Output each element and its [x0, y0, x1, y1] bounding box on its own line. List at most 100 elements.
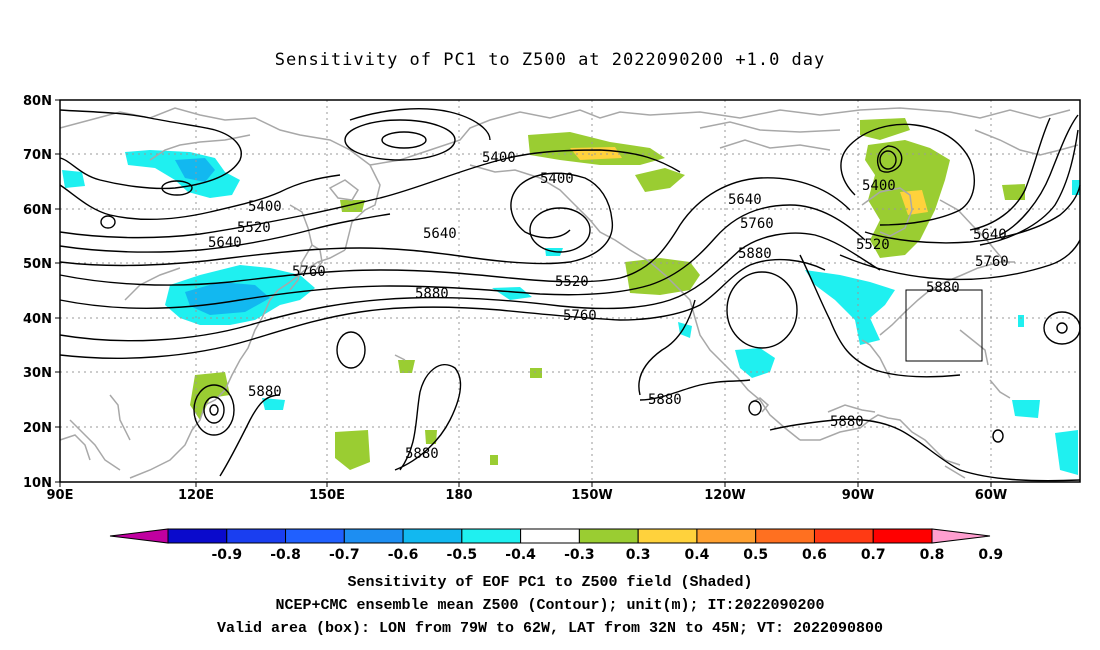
shade-green-philippines	[190, 372, 230, 420]
colorbar-tick-label: -0.5	[447, 547, 478, 563]
lon-label: 120W	[704, 488, 745, 503]
legend-caption-contour: NCEP+CMC ensemble mean Z500 (Contour); u…	[275, 597, 825, 614]
contour-label: 5520	[555, 274, 589, 290]
colorbar-box	[226, 528, 287, 544]
shade-cyan-small2	[262, 398, 285, 410]
colorbar-box	[461, 528, 522, 544]
contour-label: 5640	[973, 227, 1007, 243]
shade-cyan-westcoast	[678, 322, 692, 338]
colorbar-box	[872, 528, 933, 544]
colorbar-box	[813, 528, 874, 544]
contour-label: 5640	[423, 226, 457, 242]
shade-cyan-atlantic2	[1055, 430, 1078, 475]
colorbar-box	[343, 528, 404, 544]
shade-green-pacific4	[530, 368, 542, 378]
colorbar-low-arrow	[109, 528, 169, 544]
shade-cyan-pacific	[492, 287, 532, 300]
map-frame	[59, 99, 1081, 483]
contour-label: 5400	[540, 171, 574, 187]
colorbar-tick-label: -0.8	[270, 547, 301, 563]
shade-cyan-usa	[805, 270, 895, 345]
shade-cyan-asia-north	[125, 150, 240, 198]
z500-contours	[59, 108, 1081, 482]
legend-caption-valid-area: Valid area (box): LON from 79W to 62W, L…	[216, 620, 884, 637]
contour-label: 5880	[738, 246, 772, 262]
contour-label: 5760	[740, 216, 774, 232]
lat-label: 60N	[23, 203, 52, 218]
coastlines	[59, 107, 1079, 479]
colorbar-box	[520, 528, 580, 544]
colorbar-tick-label: -0.7	[329, 547, 360, 563]
colorbar-box	[285, 528, 345, 544]
colorbar-tick-label: 0.5	[743, 547, 768, 563]
lon-label: 150E	[309, 488, 345, 503]
lat-label: 20N	[23, 421, 52, 436]
map-grid	[60, 100, 1080, 482]
shade-cyan-atlantic1	[1012, 400, 1040, 418]
colorbar-box	[578, 528, 639, 544]
valid-area-box	[905, 289, 983, 362]
shade-green-pacific3	[425, 430, 437, 444]
lon-label: 90E	[47, 488, 74, 503]
colorbar-high-arrow	[931, 528, 991, 544]
contour-label: 5880	[405, 446, 439, 462]
colorbar-tick-label: -0.6	[388, 547, 419, 563]
contour-labels: 5400 5400 5400 5400 5520 5520 5520 5640 …	[208, 150, 1009, 462]
figure-title: Sensitivity of PC1 to Z500 at 2022090200…	[274, 50, 826, 70]
lon-label: 60W	[975, 488, 1007, 503]
colorbar-tick-label: -0.9	[211, 547, 242, 563]
shade-green-pacific5	[490, 455, 498, 465]
shade-blue-asia-north	[175, 158, 215, 182]
lon-label: 180	[445, 488, 472, 503]
contour-label: 5880	[926, 280, 960, 296]
lat-label: 50N	[23, 257, 52, 272]
colorbar-tick-label: -0.4	[505, 547, 536, 563]
colorbar-tick-label: 0.8	[920, 547, 945, 563]
shade-blue-china	[185, 282, 270, 315]
sensitivity-shading	[62, 118, 1080, 475]
shade-green-pacific2	[398, 360, 415, 373]
colorbar-tick-label: 0.3	[626, 547, 651, 563]
shade-green-canada-w	[635, 168, 685, 192]
shade-cyan-atlantic3	[1018, 315, 1024, 327]
contour-label: 5880	[648, 392, 682, 408]
lon-label: 90W	[842, 488, 874, 503]
shade-cyan-mexico	[735, 348, 775, 378]
legend-caption-shaded: Sensitivity of EOF PC1 to Z500 field (Sh…	[347, 574, 753, 591]
lat-label: 40N	[23, 312, 52, 327]
contour-label: 5760	[563, 308, 597, 324]
lat-label: 30N	[23, 366, 52, 381]
colorbar-tick-label: 0.4	[685, 547, 710, 563]
contour-label: 5400	[482, 150, 516, 166]
colorbar-tick-label: -0.3	[564, 547, 595, 563]
contour-label: 5880	[248, 384, 282, 400]
contour-label: 5520	[237, 220, 271, 236]
colorbar-box	[402, 528, 463, 544]
shade-green-pacific1	[335, 430, 370, 470]
contour-label: 5760	[975, 254, 1009, 270]
colorbar: -0.9 -0.8 -0.7 -0.6 -0.5 -0.4 -0.3 0.3 0.4 0.5 0.6…	[109, 528, 1003, 563]
lon-label: 150W	[571, 488, 612, 503]
contour-label: 5880	[415, 286, 449, 302]
contour-label: 5640	[728, 192, 762, 208]
colorbar-box	[637, 528, 698, 544]
shade-green-canada-e	[860, 118, 910, 140]
colorbar-tick-label: 0.9	[978, 547, 1003, 563]
shade-green-labrador	[1002, 184, 1025, 200]
contour-label: 5880	[830, 414, 864, 430]
contour-label: 5520	[856, 237, 890, 253]
contour-label: 5760	[292, 264, 326, 280]
lat-label: 80N	[23, 94, 52, 109]
colorbar-box	[696, 528, 757, 544]
shade-cyan-west	[62, 170, 85, 188]
colorbar-tick-label: 0.6	[802, 547, 827, 563]
colorbar-tick-label: 0.7	[861, 547, 886, 563]
longitude-axis: 90E 120E 150E 180 150W 120W 90W 60W	[47, 488, 1008, 503]
colorbar-box	[755, 528, 815, 544]
lat-label: 70N	[23, 148, 52, 163]
contour-label: 5640	[208, 235, 242, 251]
colorbar-box	[167, 528, 228, 544]
contour-label: 5400	[862, 178, 896, 194]
latitude-axis: 80N 70N 60N 50N 40N 30N 20N 10N	[23, 94, 52, 491]
